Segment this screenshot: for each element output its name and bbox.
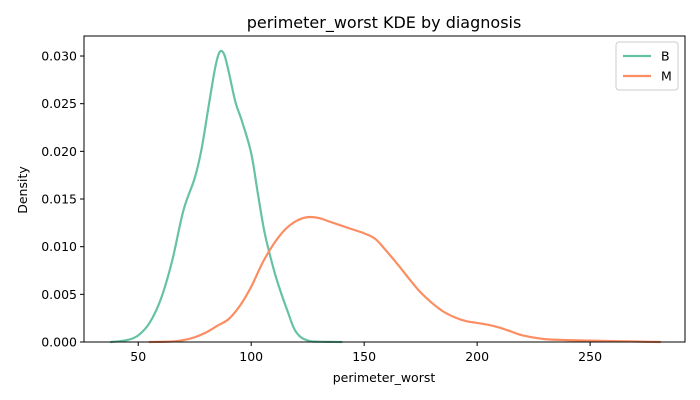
series-line-b xyxy=(110,49,343,344)
x-tick-label: 200 xyxy=(465,349,489,364)
x-axis-label: perimeter_worst xyxy=(333,370,436,385)
x-tick-label: 150 xyxy=(352,349,376,364)
legend: BM xyxy=(615,41,679,91)
plot-frame xyxy=(83,35,686,343)
y-tick-label: 0.000 xyxy=(41,335,77,350)
y-tick-label: 0.005 xyxy=(41,287,77,302)
x-tick-label: 50 xyxy=(130,349,146,364)
y-axis-ticks: 0.000 0.005 0.010 0.015 0.020 0.025 0.030 xyxy=(41,49,84,350)
y-axis-label: Density xyxy=(15,166,30,214)
x-tick-label: 100 xyxy=(239,349,263,364)
y-tick-label: 0.025 xyxy=(41,96,77,111)
legend-label-b: B xyxy=(661,49,670,64)
series-line-m xyxy=(148,215,662,344)
y-tick-label: 0.020 xyxy=(41,144,77,159)
y-tick-label: 0.015 xyxy=(41,192,77,207)
legend-label-m: M xyxy=(661,69,672,84)
x-axis-ticks: 50 100 150 200 250 xyxy=(130,342,602,364)
chart-title: perimeter_worst KDE by diagnosis xyxy=(247,13,522,33)
x-tick-label: 250 xyxy=(578,349,602,364)
series-lines xyxy=(110,49,662,344)
legend-box xyxy=(615,41,679,91)
legend-entries: BM xyxy=(623,49,672,84)
y-tick-label: 0.030 xyxy=(41,49,77,64)
y-tick-label: 0.010 xyxy=(41,239,77,254)
